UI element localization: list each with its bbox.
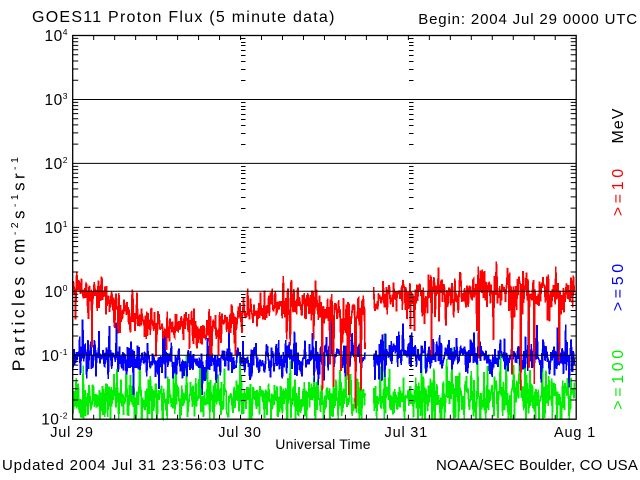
svg-text:Jul 31: Jul 31 xyxy=(385,425,429,441)
svg-text:103: 103 xyxy=(45,91,68,109)
svg-text:104: 104 xyxy=(45,27,68,45)
svg-text:Particles cm-2s-1sr-1: Particles cm-2s-1sr-1 xyxy=(9,154,29,371)
svg-text:102: 102 xyxy=(45,155,68,173)
svg-text:Aug 1: Aug 1 xyxy=(554,425,596,441)
svg-text:MeV: MeV xyxy=(610,108,627,144)
svg-text:>=50: >=50 xyxy=(610,260,627,311)
svg-text:GOES11 Proton Flux (5 minute d: GOES11 Proton Flux (5 minute data) xyxy=(32,9,336,26)
svg-text:Jul 30: Jul 30 xyxy=(218,425,262,441)
svg-text:Jul 29: Jul 29 xyxy=(50,425,94,441)
svg-text:101: 101 xyxy=(45,219,68,237)
svg-text:Updated 2004 Jul 31 23:56:03 U: Updated 2004 Jul 31 23:56:03 UTC xyxy=(2,457,265,474)
svg-text:Begin: 2004 Jul 29 0000 UTC: Begin: 2004 Jul 29 0000 UTC xyxy=(418,11,638,28)
svg-text:>=10: >=10 xyxy=(610,165,627,216)
svg-text:100: 100 xyxy=(45,283,68,301)
svg-text:NOAA/SEC Boulder, CO USA: NOAA/SEC Boulder, CO USA xyxy=(436,457,638,474)
svg-text:>=100: >=100 xyxy=(610,346,627,409)
svg-text:Universal Time: Universal Time xyxy=(275,436,370,452)
